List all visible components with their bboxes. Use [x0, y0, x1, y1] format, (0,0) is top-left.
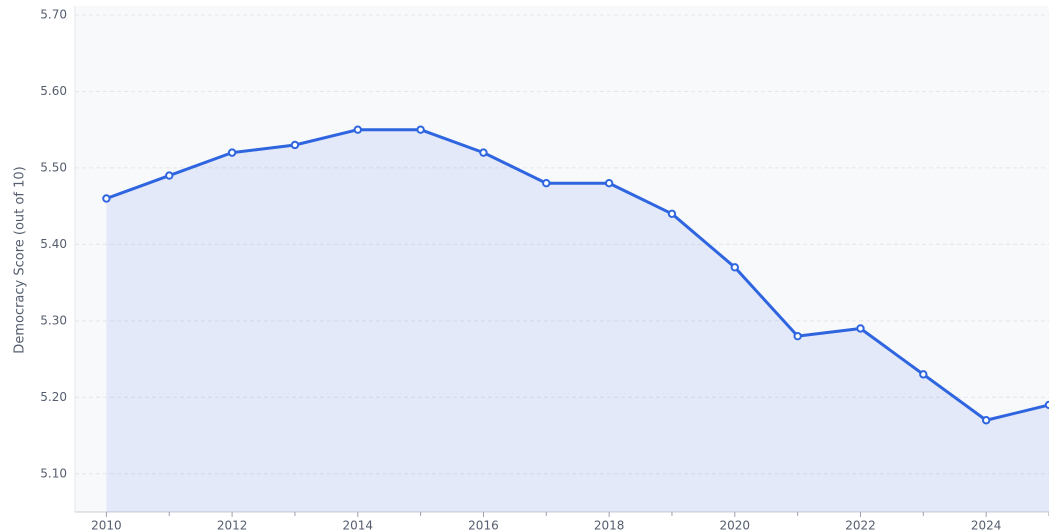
y-tick-label: 5.60 [40, 84, 67, 98]
y-tick-label: 5.50 [40, 160, 67, 174]
y-tick-label: 5.40 [40, 237, 67, 251]
point [793, 331, 802, 341]
x-tick-label: 2010 [91, 519, 122, 531]
y-tick-label: 5.30 [40, 313, 67, 327]
point [353, 125, 362, 134]
point [227, 148, 237, 157]
plot-background [75, 6, 1049, 512]
x-tick-label: 2024 [971, 519, 1002, 531]
x-tick-label: 2014 [343, 519, 374, 531]
x-tick-label: 2018 [594, 519, 625, 531]
point [165, 171, 174, 180]
point [479, 148, 488, 157]
point [919, 370, 928, 379]
point [102, 194, 111, 203]
point [416, 125, 425, 134]
line [105, 128, 1049, 422]
point [290, 140, 300, 150]
y-tick-label: 5.70 [40, 8, 67, 22]
y-tick-label: 5.20 [40, 390, 67, 404]
point [604, 179, 614, 188]
x-tick-label: 2012 [217, 519, 248, 531]
y-tick-label: 5.10 [40, 466, 67, 480]
point [730, 263, 740, 272]
x-tick-label: 2020 [720, 519, 751, 531]
point [542, 179, 551, 188]
y-axis-label: Democracy Score (out of 10) [13, 166, 28, 353]
point [856, 324, 865, 333]
point [981, 416, 991, 425]
point [1044, 400, 1049, 410]
x-tick-label: 2022 [845, 519, 876, 531]
area [106, 129, 1049, 512]
point [667, 209, 677, 219]
x-tick-label: 2016 [468, 519, 499, 531]
